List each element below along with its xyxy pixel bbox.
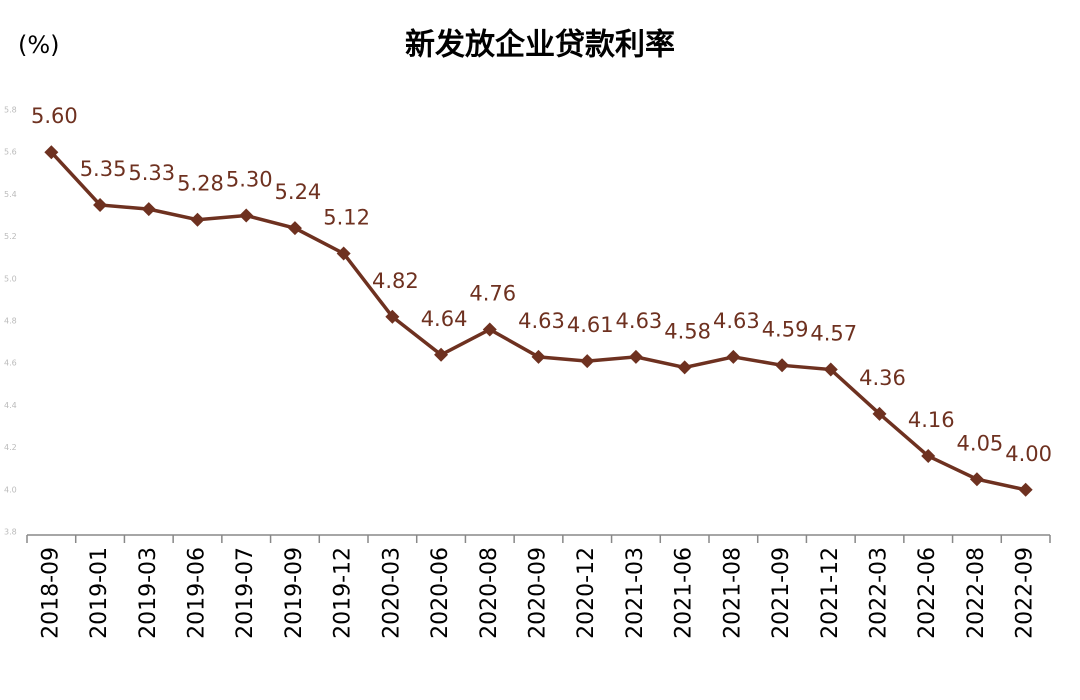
x-tick-label: 2019-12 [331,547,356,639]
marker [44,145,59,160]
data-label: 5.60 [31,104,78,128]
chart-title: 新发放企业贷款利率 [405,28,675,63]
y-tick-label: 4.6 [4,359,17,368]
y-tick-label: 5.6 [4,148,17,157]
y-tick-label: 5.4 [4,190,17,199]
y-tick-label: 3.8 [4,528,17,537]
y-tick-label: 4.0 [4,485,17,494]
marker [336,246,351,261]
data-label: 4.00 [1005,442,1052,466]
y-tick-label: 5.0 [4,274,17,283]
x-tick-label: 2022-09 [1013,547,1038,639]
y-tick-label: 4.2 [4,443,17,452]
x-tick-label: 2021-09 [769,547,794,639]
x-tick-label: 2019-06 [185,547,210,639]
marker [239,208,254,223]
marker [93,197,108,212]
data-label: 4.59 [762,317,809,341]
data-label: 5.35 [80,157,127,181]
x-tick-label: 2021-03 [623,547,648,639]
marker [677,360,692,375]
x-tick-label: 2020-03 [379,547,404,639]
data-label: 4.16 [908,408,955,432]
x-tick-label: 2022-08 [964,547,989,639]
marker [628,349,643,364]
marker [872,406,887,421]
data-label: 4.63 [518,309,565,333]
marker [726,349,741,364]
data-label: 4.64 [421,307,468,331]
x-tick-label: 2020-12 [574,547,599,639]
data-label: 5.12 [323,205,370,229]
y-tick-label: 4.8 [4,317,17,326]
data-label: 5.30 [226,168,273,192]
y-tick-label: 5.2 [4,232,17,241]
y-tick-label: 5.8 [4,106,17,115]
x-tick-label: 2022-06 [915,547,940,639]
data-label: 5.28 [177,172,224,196]
data-label: 4.61 [567,313,614,337]
data-label: 5.33 [128,161,175,185]
x-tick-label: 2021-06 [672,547,697,639]
marker [1018,482,1033,497]
x-tick-label: 2019-03 [136,547,161,639]
marker [190,212,205,227]
y-tick-label: 4.4 [4,401,17,410]
marker [385,309,400,324]
data-label: 4.05 [957,431,1004,455]
data-label: 4.63 [713,309,760,333]
data-label: 4.36 [859,366,906,390]
marker [482,322,497,337]
data-label: 4.76 [469,281,516,305]
x-tick-label: 2018-09 [38,547,63,639]
marker [287,221,302,236]
x-tick-label: 2021-12 [818,547,843,639]
data-label: 4.82 [372,269,419,293]
marker [921,449,936,464]
x-tick-label: 2019-09 [282,547,307,639]
x-tick-label: 2020-06 [428,547,453,639]
data-label: 5.24 [275,180,322,204]
marker [823,362,838,377]
data-label: 4.58 [664,319,711,343]
x-tick-label: 2020-09 [526,547,551,639]
x-tick-label: 2019-07 [233,547,258,639]
marker [141,202,156,217]
x-tick-label: 2022-03 [867,547,892,639]
x-tick-label: 2021-08 [720,547,745,639]
marker [969,472,984,487]
marker [531,349,546,364]
marker [580,354,595,369]
x-tick-label: 2020-08 [477,547,502,639]
data-label: 4.63 [616,309,663,333]
marker [775,358,790,373]
data-label: 4.57 [810,322,857,346]
x-tick-label: 2019-01 [87,547,112,639]
y-axis-label: (%) [18,31,60,59]
marker [434,347,449,362]
